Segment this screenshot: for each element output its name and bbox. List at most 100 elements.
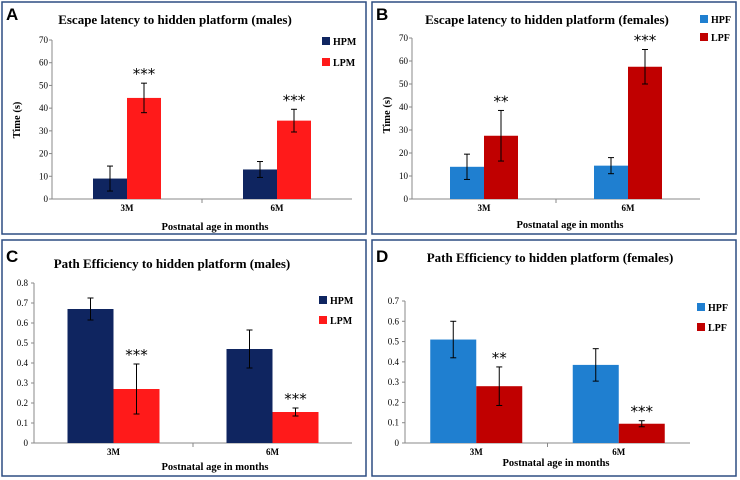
panel-d-border <box>371 239 737 477</box>
y-tick-label: 20 <box>39 149 49 159</box>
panel-b-title: Escape latency to hidden platform (femal… <box>425 12 669 27</box>
x-tick-label: 6M <box>622 203 636 213</box>
y-tick-label: 0 <box>395 438 400 448</box>
panel-c-legend: HPM LPM <box>319 296 354 327</box>
legend-swatch-hpm <box>319 296 327 304</box>
significance-stars: *** <box>133 65 156 83</box>
y-tick-label: 0.5 <box>17 338 29 348</box>
panel-c: C Path Efficiency to hidden platform (ma… <box>1 239 367 477</box>
panel-a: A Escape latency to hidden platform (mal… <box>1 1 367 235</box>
y-tick-label: 40 <box>399 102 409 112</box>
bar-hpm-3m <box>67 309 114 443</box>
panel-b: B Escape latency to hidden platform (fem… <box>371 1 737 235</box>
y-tick-label: 0.1 <box>388 418 399 428</box>
legend-swatch-lpm <box>322 58 330 66</box>
legend-label-hpf: HPF <box>711 15 731 26</box>
panel-d-plot: 0 0.1 0.2 0.3 0.4 0.5 0.6 0.7 3M ** 6M *** <box>388 296 690 457</box>
panel-c-label: C <box>6 247 18 266</box>
y-tick-label: 0.4 <box>388 357 400 367</box>
y-tick-label: 10 <box>399 171 409 181</box>
significance-stars: *** <box>125 346 148 364</box>
y-tick-label: 50 <box>399 79 409 89</box>
bar-lpf-6m <box>618 423 665 443</box>
legend-label-lpf: LPF <box>711 33 730 44</box>
y-tick-label: 60 <box>399 56 409 66</box>
y-tick-label: 20 <box>399 148 409 158</box>
legend-swatch-hpm <box>322 37 330 45</box>
legend-swatch-lpm <box>319 316 327 324</box>
legend-label-lpf: LPF <box>708 323 727 334</box>
y-tick-label: 0.7 <box>17 298 29 308</box>
legend-swatch-lpf <box>697 323 705 331</box>
y-tick-label: 30 <box>399 125 409 135</box>
legend-label-lpm: LPM <box>333 58 356 69</box>
x-tick-label: 3M <box>121 203 135 213</box>
bar-lpm-6m <box>277 120 311 199</box>
legend-label-hpm: HPM <box>333 37 357 48</box>
significance-stars: ** <box>494 92 510 110</box>
panel-b-plot: 0 10 20 30 40 50 60 70 3M ** 6M *** <box>399 32 700 213</box>
panel-c-title: Path Efficiency to hidden platform (male… <box>54 256 291 271</box>
legend-swatch-hpf <box>697 303 705 311</box>
y-tick-label: 0 <box>24 438 29 448</box>
y-tick-label: 40 <box>39 103 49 113</box>
y-tick-label: 0.2 <box>388 397 399 407</box>
significance-stars: *** <box>284 390 307 408</box>
y-tick-label: 0.8 <box>17 278 29 288</box>
legend-swatch-hpf <box>700 15 708 23</box>
legend-label-hpm: HPM <box>330 296 354 307</box>
panel-b-legend: HPF LPF <box>700 15 731 44</box>
panel-a-xlabel: Postnatal age in months <box>161 222 268 233</box>
y-tick-label: 0.6 <box>17 318 29 328</box>
y-tick-label: 60 <box>39 58 49 68</box>
panel-a-legend: HPM LPM <box>322 37 357 69</box>
panel-d-title: Path Efficiency to hidden platform (fema… <box>427 250 674 265</box>
panel-a-plot: 0 10 20 30 40 50 60 70 3M *** 6M *** <box>39 35 352 213</box>
y-tick-label: 0.7 <box>388 296 400 306</box>
y-tick-label: 0.2 <box>17 398 28 408</box>
significance-stars: ** <box>492 349 508 367</box>
y-tick-label: 0.5 <box>388 337 400 347</box>
y-tick-label: 0 <box>44 194 49 204</box>
panel-b-border <box>371 1 737 235</box>
y-tick-label: 70 <box>399 33 409 43</box>
significance-stars: *** <box>283 91 306 109</box>
y-tick-label: 0.6 <box>388 316 400 326</box>
bar-lpf-6m <box>628 66 662 199</box>
panel-b-ylabel: Time (s) <box>382 96 393 133</box>
x-tick-label: 6M <box>266 447 280 457</box>
legend-swatch-lpf <box>700 33 708 41</box>
significance-stars: *** <box>631 403 654 421</box>
x-tick-label: 6M <box>271 203 285 213</box>
significance-stars: *** <box>634 32 657 50</box>
panel-d-legend: HPF LPF <box>697 303 728 334</box>
legend-label-lpm: LPM <box>330 316 353 327</box>
panel-a-title: Escape latency to hidden platform (males… <box>58 12 292 27</box>
panel-b-label: B <box>376 5 388 24</box>
panel-b-xlabel: Postnatal age in months <box>516 220 623 231</box>
y-tick-label: 50 <box>39 80 49 90</box>
x-tick-label: 3M <box>478 203 492 213</box>
y-tick-label: 30 <box>39 126 49 136</box>
y-tick-label: 70 <box>39 35 49 45</box>
y-tick-label: 10 <box>39 171 49 181</box>
panel-d-label: D <box>376 247 388 266</box>
panel-a-ylabel: Time (s) <box>12 101 23 138</box>
x-tick-label: 3M <box>470 447 484 457</box>
panel-d: D Path Efficiency to hidden platform (fe… <box>371 239 737 477</box>
y-tick-label: 0.3 <box>388 377 400 387</box>
bar-lpm-6m <box>272 412 319 443</box>
panel-a-label: A <box>6 5 18 24</box>
y-tick-label: 0.4 <box>17 358 29 368</box>
x-tick-label: 6M <box>612 447 626 457</box>
panel-c-xlabel: Postnatal age in months <box>161 462 268 473</box>
y-tick-label: 0.3 <box>17 378 29 388</box>
panel-c-plot: 0 0.1 0.2 0.3 0.4 0.5 0.6 0.7 0.8 3M *** 6M *** <box>17 278 352 457</box>
panel-d-xlabel: Postnatal age in months <box>502 458 609 469</box>
y-tick-label: 0 <box>404 194 409 204</box>
y-tick-label: 0.1 <box>17 418 28 428</box>
bar-lpm-3m <box>127 97 161 199</box>
x-tick-label: 3M <box>107 447 121 457</box>
legend-label-hpf: HPF <box>708 303 728 314</box>
